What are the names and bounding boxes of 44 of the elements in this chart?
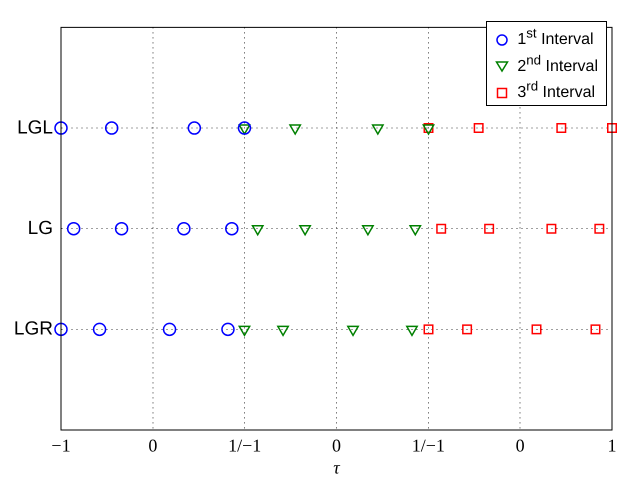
point <box>607 123 617 134</box>
point <box>594 224 604 234</box>
point <box>289 124 302 135</box>
text: 1/−1 <box>228 436 262 456</box>
legend-label: 2$^{nd}$ Interval <box>517 52 598 75</box>
y-tick-label: LGR <box>14 318 53 340</box>
point <box>114 222 128 236</box>
point <box>484 224 494 234</box>
point <box>104 121 118 135</box>
point <box>362 224 374 236</box>
point <box>532 324 542 334</box>
y-tick-label: LGL <box>17 117 53 138</box>
x-axis-title: τ <box>333 458 340 478</box>
point <box>66 222 80 236</box>
point <box>188 121 202 135</box>
text: 0 <box>332 436 341 456</box>
point <box>162 322 176 336</box>
legend-label: 1$^{st}$ Interval <box>517 26 594 48</box>
point <box>462 324 472 334</box>
point <box>546 224 556 234</box>
point <box>177 222 191 236</box>
point <box>409 224 422 236</box>
point <box>225 222 239 236</box>
text: −1 <box>51 436 71 456</box>
point <box>299 224 312 236</box>
point <box>54 322 68 336</box>
y-tick-label: LG <box>28 218 53 239</box>
text: 1/−1 <box>412 436 445 456</box>
point <box>556 123 566 134</box>
point <box>54 121 68 135</box>
point <box>474 123 484 134</box>
point <box>238 124 250 135</box>
point <box>424 324 434 334</box>
legend-label: 3$^{rd}$ Interval <box>517 78 596 101</box>
text: 1 <box>608 436 616 456</box>
point <box>238 121 252 135</box>
point <box>252 224 264 236</box>
point <box>436 224 446 234</box>
point <box>221 322 235 336</box>
point <box>590 324 600 334</box>
point <box>372 124 384 135</box>
point <box>92 322 106 336</box>
text: 0 <box>516 436 525 456</box>
text: 0 <box>148 436 158 456</box>
